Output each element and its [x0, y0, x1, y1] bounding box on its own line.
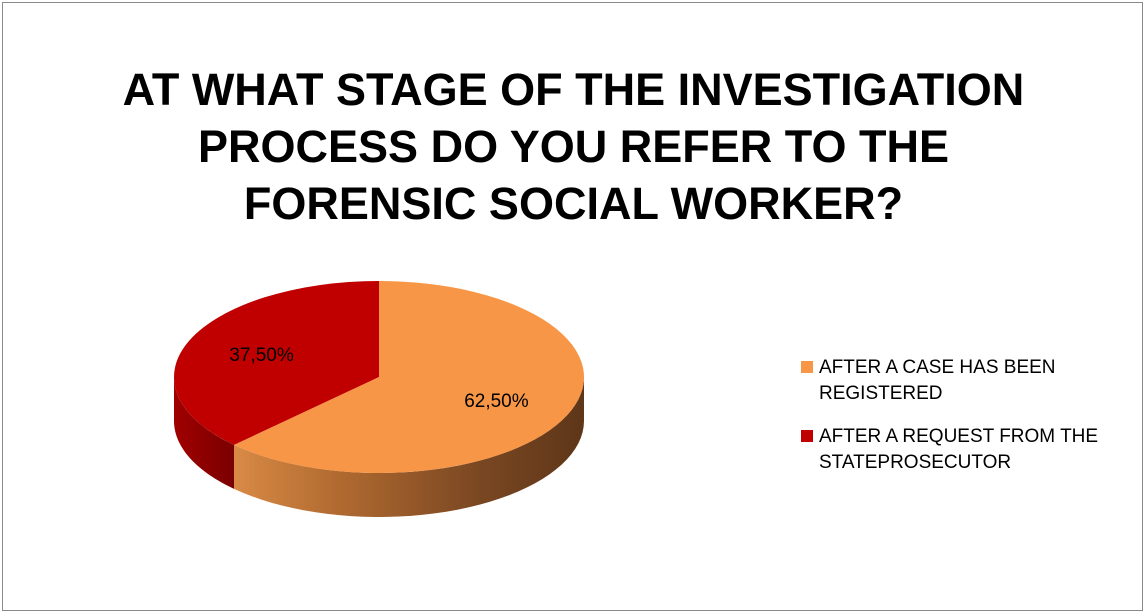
legend-label-request-prosecutor: AFTER A REQUEST FROM THE STATEPROSECUTOR [819, 426, 1099, 473]
legend: AFTER A CASE HAS BEEN REGISTERED AFTER A… [801, 355, 1131, 493]
pie-chart: 62,50% 37,50% [174, 281, 585, 517]
pie-side-1 [174, 377, 235, 489]
data-label-1: 37,50% [229, 345, 294, 366]
pie-slice-0 [234, 281, 585, 473]
chart-title: AT WHAT STAGE OF THE INVESTIGATION PROCE… [122, 64, 1025, 229]
data-label-0: 62,50% [464, 391, 529, 412]
legend-swatch-case-registered [801, 361, 813, 373]
legend-swatch-request-prosecutor [801, 430, 813, 442]
pie-slice-1 [174, 281, 379, 445]
pie-side-0 [234, 377, 585, 517]
legend-item-case-registered: AFTER A CASE HAS BEEN REGISTERED [801, 355, 1131, 407]
legend-item-request-prosecutor: AFTER A REQUEST FROM THE STATEPROSECUTOR [801, 424, 1131, 476]
legend-label-case-registered: AFTER A CASE HAS BEEN REGISTERED [819, 357, 1056, 404]
